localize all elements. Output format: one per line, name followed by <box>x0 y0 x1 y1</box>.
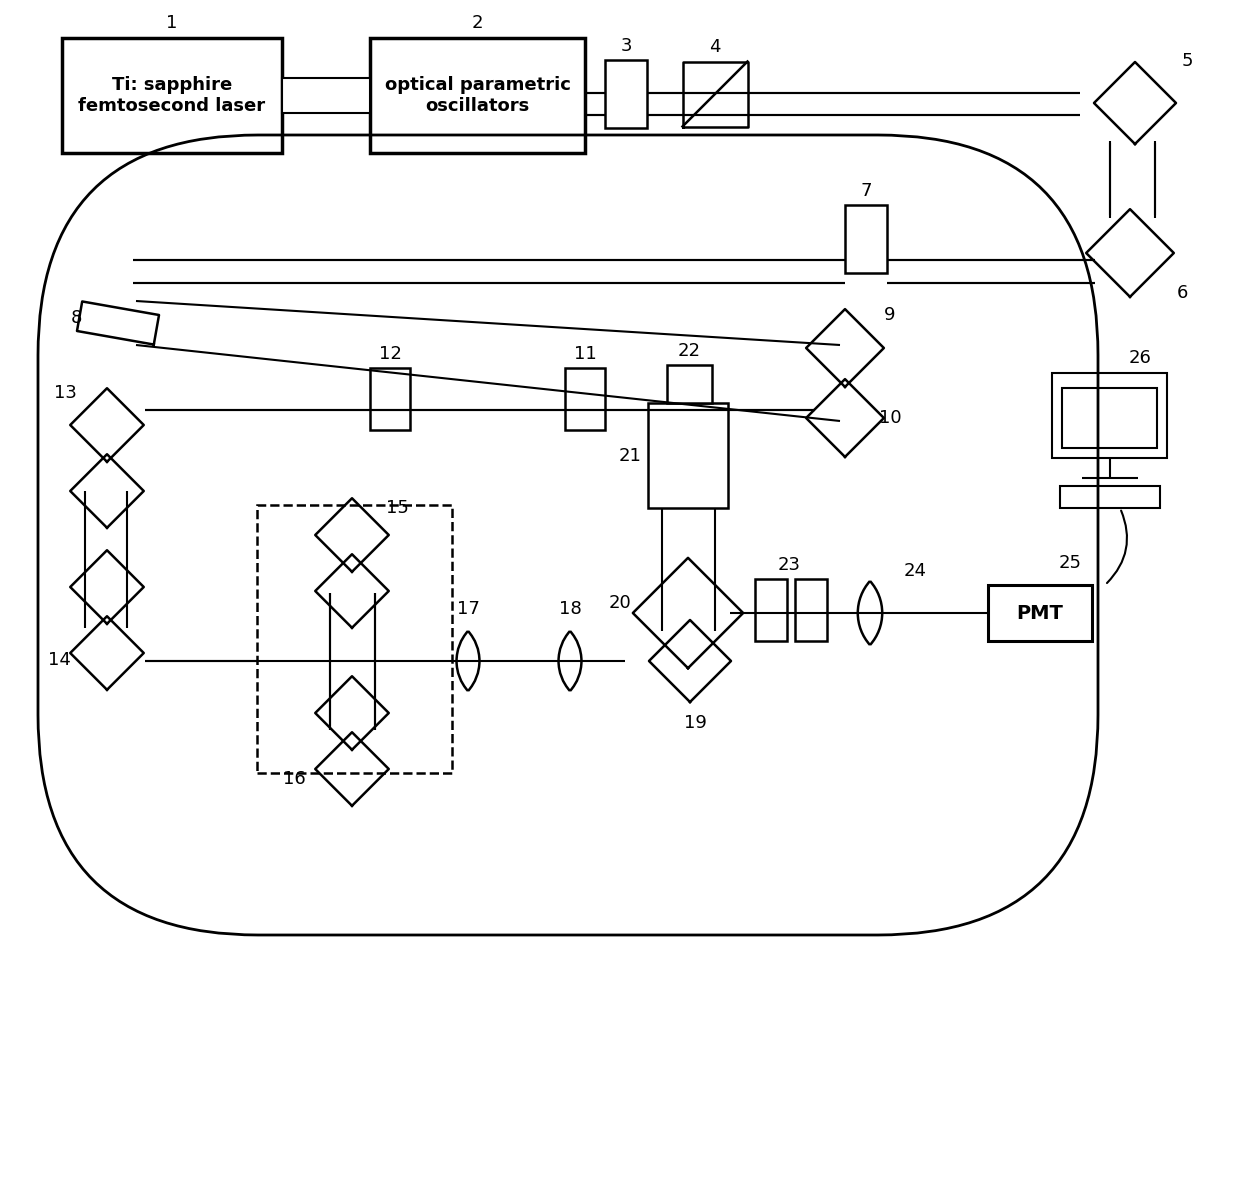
Bar <box>257 505 453 774</box>
Text: 20: 20 <box>609 594 631 612</box>
Text: 11: 11 <box>574 345 596 363</box>
Text: 25: 25 <box>1059 555 1081 571</box>
Text: 1: 1 <box>166 14 177 32</box>
Bar <box>1061 389 1157 448</box>
Text: 18: 18 <box>559 600 582 618</box>
Text: 7: 7 <box>861 182 872 200</box>
Text: Ti: sapphire
femtosecond laser: Ti: sapphire femtosecond laser <box>78 76 265 115</box>
Text: optical parametric
oscillators: optical parametric oscillators <box>384 76 570 115</box>
Text: 5: 5 <box>1182 52 1193 70</box>
Text: 14: 14 <box>47 651 71 669</box>
Bar <box>370 368 410 429</box>
Bar <box>844 205 887 273</box>
Text: 24: 24 <box>904 562 926 580</box>
Text: 8: 8 <box>71 309 82 327</box>
Bar <box>649 403 728 508</box>
Bar <box>62 38 281 153</box>
Bar <box>795 579 827 641</box>
Bar <box>1060 486 1159 508</box>
Bar <box>370 38 585 153</box>
Text: 2: 2 <box>471 14 484 32</box>
Bar <box>605 60 647 128</box>
Text: 6: 6 <box>1177 284 1188 302</box>
Text: 4: 4 <box>709 37 720 55</box>
Bar <box>1052 373 1167 458</box>
Bar <box>988 585 1092 641</box>
Text: 15: 15 <box>386 499 408 517</box>
Text: 10: 10 <box>879 409 901 427</box>
Text: 17: 17 <box>456 600 480 618</box>
Text: 26: 26 <box>1128 349 1152 367</box>
Text: 19: 19 <box>683 715 707 731</box>
Text: 9: 9 <box>884 306 895 324</box>
Bar <box>667 365 712 403</box>
Text: 21: 21 <box>619 446 641 464</box>
Text: 13: 13 <box>53 384 77 402</box>
Text: 3: 3 <box>620 37 631 55</box>
Text: PMT: PMT <box>1017 604 1064 622</box>
Text: 16: 16 <box>283 770 305 788</box>
Bar <box>281 78 370 113</box>
Bar <box>755 579 787 641</box>
Text: 23: 23 <box>777 556 801 574</box>
Bar <box>565 368 605 429</box>
Text: 12: 12 <box>378 345 402 363</box>
Text: 22: 22 <box>678 342 701 360</box>
